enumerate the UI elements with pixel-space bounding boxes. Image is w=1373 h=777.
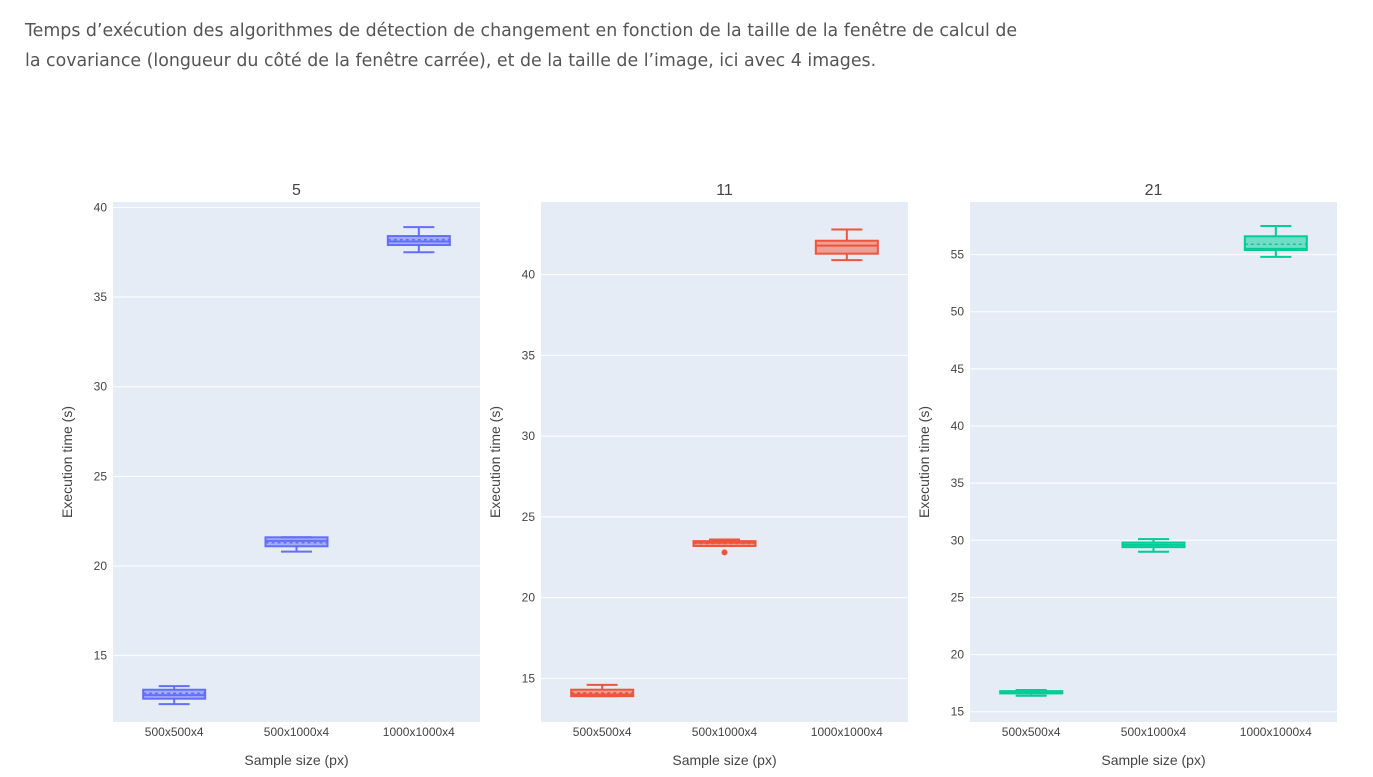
y-tick-label: 30 [522,429,536,443]
x-tick-label: 1000x1000x4 [1240,725,1312,739]
y-tick-label: 25 [951,590,965,604]
x-tick-label: 500x1000x4 [692,725,758,739]
y-tick-label: 25 [522,510,536,524]
x-tick-label: 500x1000x4 [264,725,330,739]
y-tick-label: 20 [951,648,965,662]
x-tick-label: 500x500x4 [145,725,204,739]
x-tick-label: 1000x1000x4 [383,725,455,739]
subplot-21: 15 20 25 30 35 40 45 50 55 500x500x4 500x1000x4 100… [916,182,1337,768]
y-tick-label: 40 [522,268,536,282]
box-iqr [1243,235,1308,252]
subplot-11: 15 20 25 30 35 40 500x500x4 500x1000x4 1000x1000… [487,182,908,768]
x-axis-title: Sample size (px) [244,752,348,768]
y-axis-title: Execution time (s) [487,406,503,518]
box-1000x1000x4 [386,226,451,254]
y-tick-label: 50 [951,305,965,319]
box-1000x1000x4 [1243,225,1308,258]
y-axis-title: Execution time (s) [916,406,932,518]
box-500x1000x4 [692,538,757,556]
y-tick-label: 20 [522,591,536,605]
box-1000x1000x4 [814,228,879,262]
y-tick-label: 15 [94,649,108,663]
subplot-title: 11 [716,182,733,199]
y-tick-label: 45 [951,362,965,376]
box-500x1000x4 [264,536,329,553]
y-tick-label: 55 [951,248,965,262]
y-tick-label: 35 [951,476,965,490]
x-tick-label: 500x500x4 [573,725,632,739]
outlier-point [721,549,728,556]
y-tick-label: 15 [522,671,536,685]
y-axis-title: Execution time (s) [59,406,75,518]
x-tick-label: 1000x1000x4 [811,725,883,739]
subplot-5: 15 20 25 30 35 40 500x500x4 500x1000x4 1000x1000… [59,182,480,768]
box-500x500x4 [570,683,635,698]
box-500x1000x4 [1121,538,1186,553]
box-500x500x4 [999,689,1064,697]
y-tick-label: 30 [951,533,965,547]
y-tick-label: 20 [94,559,108,573]
y-tick-label: 35 [94,290,108,304]
y-tick-label: 15 [951,705,965,719]
box-500x500x4 [142,685,207,706]
plot-area [113,202,480,722]
x-tick-label: 500x500x4 [1002,725,1061,739]
x-axis-title: Sample size (px) [672,752,776,768]
figure-caption: Temps d’exécution des algorithmes de dét… [25,21,1018,71]
box-iqr [814,239,879,255]
y-tick-label: 40 [951,419,965,433]
y-tick-label: 25 [94,469,108,483]
plot-area [541,202,908,722]
subplot-title: 21 [1145,182,1163,199]
y-tick-label: 35 [522,348,536,362]
subplot-title: 5 [292,182,301,199]
plot-area [970,202,1337,722]
x-axis-title: Sample size (px) [1101,752,1205,768]
y-tick-label: 30 [94,380,108,394]
y-tick-label: 40 [94,200,108,214]
x-tick-label: 500x1000x4 [1121,725,1187,739]
